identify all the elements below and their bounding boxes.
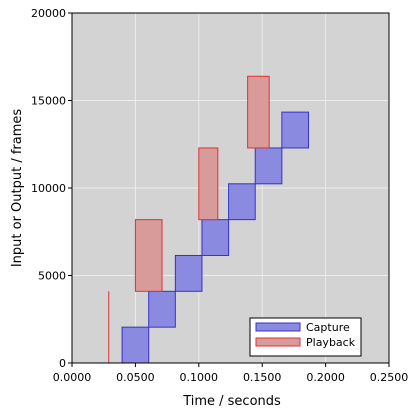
- capture-box-6: [281, 111, 309, 149]
- capture-box-0: [121, 326, 150, 364]
- playback-box-1: [134, 219, 163, 292]
- legend-label-playback: Playback: [306, 336, 356, 349]
- legend-items: Capture Playback: [255, 321, 356, 349]
- x-tick-label: 0.2500: [370, 371, 409, 384]
- axis-ticks: 0.0000 0.0500 0.1000 0.1500 0.2000 0.2500 0 500…: [31, 7, 408, 384]
- y-axis-label: Input or Output / frames: [10, 109, 25, 268]
- x-tick-label: 0.0000: [53, 371, 92, 384]
- capture-box-3: [201, 219, 230, 256]
- capture-box-5: [254, 147, 283, 185]
- legend-label-capture: Capture: [306, 321, 350, 334]
- y-tick-label: 20000: [31, 7, 66, 20]
- grid-lines: [72, 13, 389, 363]
- legend-swatch-playback: [255, 337, 301, 347]
- y-tick-label: 10000: [31, 182, 66, 195]
- legend-swatch-capture: [255, 322, 301, 332]
- playback-box-3: [247, 75, 270, 149]
- y-tick-label: 0: [59, 357, 66, 370]
- y-tick-label: 15000: [31, 95, 66, 108]
- capture-box-1: [148, 290, 176, 328]
- x-tick-label: 0.1500: [243, 371, 282, 384]
- x-axis-label: Time / seconds: [182, 394, 281, 409]
- capture-box-4: [228, 183, 256, 221]
- x-tick-label: 0.0500: [116, 371, 155, 384]
- legend: Capture Playback: [249, 317, 362, 357]
- data-boxes: [108, 75, 309, 364]
- capture-box-2: [174, 254, 203, 292]
- y-tick-label: 5000: [38, 270, 66, 283]
- x-tick-label: 0.1000: [180, 371, 219, 384]
- x-tick-label: 0.2000: [306, 371, 345, 384]
- playback-box-2: [198, 147, 219, 221]
